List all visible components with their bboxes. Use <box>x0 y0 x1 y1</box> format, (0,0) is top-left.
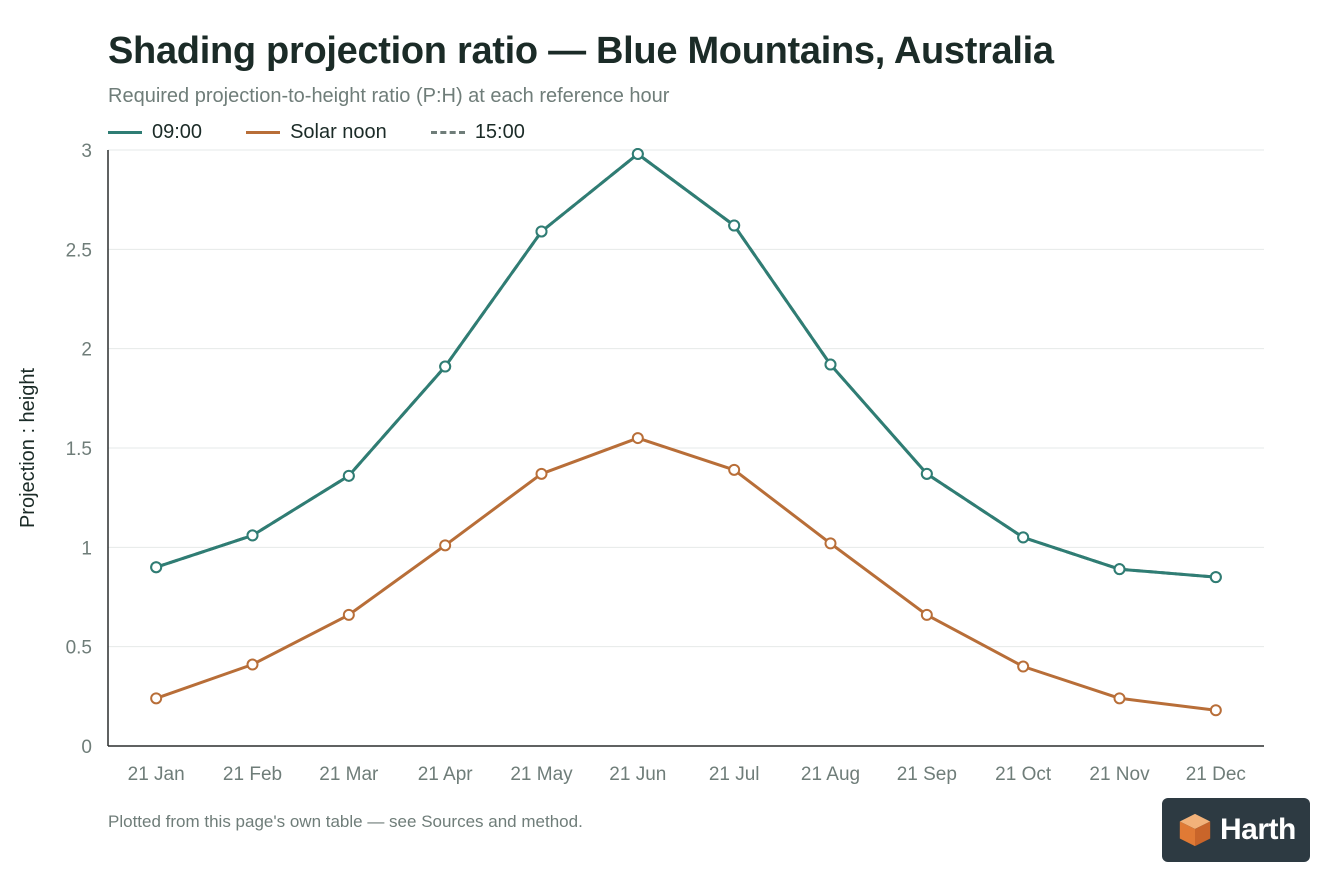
data-point-09-00 <box>1017 531 1030 544</box>
chart-title: Shading projection ratio — Blue Mountain… <box>108 30 1054 72</box>
data-point-09-00 <box>342 469 355 482</box>
x-tick-label: 21 Dec <box>1186 764 1246 785</box>
data-point-solar-noon <box>342 608 355 621</box>
y-axis-label: Projection : height <box>17 368 39 529</box>
data-point-solar-noon <box>246 658 259 671</box>
x-tick-label: 21 Mar <box>319 764 379 785</box>
x-tick-label: 21 Jun <box>609 764 666 785</box>
legend-swatch-1500 <box>430 130 465 134</box>
data-point-09-00 <box>246 529 259 542</box>
data-point-09-00 <box>150 561 163 574</box>
data-point-09-00 <box>1113 563 1126 576</box>
data-point-09-00 <box>439 360 452 373</box>
series-lines <box>150 147 1222 717</box>
y-tick-label: 3 <box>81 141 92 162</box>
legend-swatch-0900 <box>108 130 142 134</box>
x-tick-label: 21 Jul <box>709 764 760 785</box>
data-point-solar-noon <box>439 539 452 552</box>
data-point-09-00 <box>728 219 741 232</box>
data-point-09-00 <box>1209 571 1222 584</box>
legend-item-solar-noon: Solar noon <box>246 121 387 144</box>
legend-label-0900: 09:00 <box>152 120 203 143</box>
y-tick-label: 2 <box>81 340 92 361</box>
legend-swatch-solar-noon <box>246 130 281 134</box>
x-tick-label: 21 Jan <box>128 764 185 785</box>
data-point-solar-noon <box>535 467 548 480</box>
x-tick-label: 21 Aug <box>801 764 860 785</box>
data-point-solar-noon <box>920 608 933 621</box>
data-point-09-00 <box>631 147 644 160</box>
data-point-09-00 <box>920 467 933 480</box>
data-point-solar-noon <box>728 463 741 476</box>
axes: 0 0.5 1 1.5 2 2.5 3 21 Jan 21 Feb 21 Mar 21 Apr 21 … <box>66 141 1264 785</box>
data-point-09-00 <box>824 358 837 371</box>
legend-item-1500: 15:00 <box>430 120 525 144</box>
y-tick-label: 1 <box>81 538 92 559</box>
data-point-solar-noon <box>631 432 644 445</box>
harth-logo: Harth <box>1162 798 1310 862</box>
footnote: Plotted from this page's own table — see… <box>108 812 583 831</box>
legend-item-0900: 09:00 <box>108 121 202 144</box>
y-tick-label: 2.5 <box>66 240 92 261</box>
y-tick-label: 1.5 <box>66 439 92 460</box>
y-tick-label: 0.5 <box>66 638 92 659</box>
series-line-09-00 <box>154 152 1218 579</box>
y-tick-label: 0 <box>81 737 92 758</box>
data-point-solar-noon <box>150 692 163 705</box>
x-tick-label: 21 Apr <box>418 764 474 785</box>
data-point-solar-noon <box>1209 704 1222 717</box>
data-point-solar-noon <box>1017 660 1030 673</box>
logo-wordmark: Harth <box>1220 813 1296 846</box>
chart-legend: 09:00 Solar noon 15:00 <box>108 120 569 144</box>
legend-label-solar-noon: Solar noon <box>290 120 387 143</box>
grid-lines <box>108 149 1264 648</box>
data-point-solar-noon <box>1113 692 1126 705</box>
harth-cube-logo-icon <box>1179 813 1211 847</box>
x-tick-label: 21 Sep <box>897 764 957 785</box>
x-tick-label: 21 Oct <box>995 764 1052 785</box>
series-line-solar-noon <box>154 436 1218 712</box>
x-tick-label: 21 May <box>510 764 573 785</box>
x-tick-label: 21 Nov <box>1089 764 1150 785</box>
legend-label-1500: 15:00 <box>474 120 525 143</box>
data-point-solar-noon <box>824 537 837 550</box>
x-tick-label: 21 Feb <box>223 764 282 785</box>
data-point-09-00 <box>535 225 548 238</box>
series-line-15-00 <box>154 152 1218 579</box>
chart-subtitle: Required projection-to-height ratio (P:H… <box>108 85 670 107</box>
